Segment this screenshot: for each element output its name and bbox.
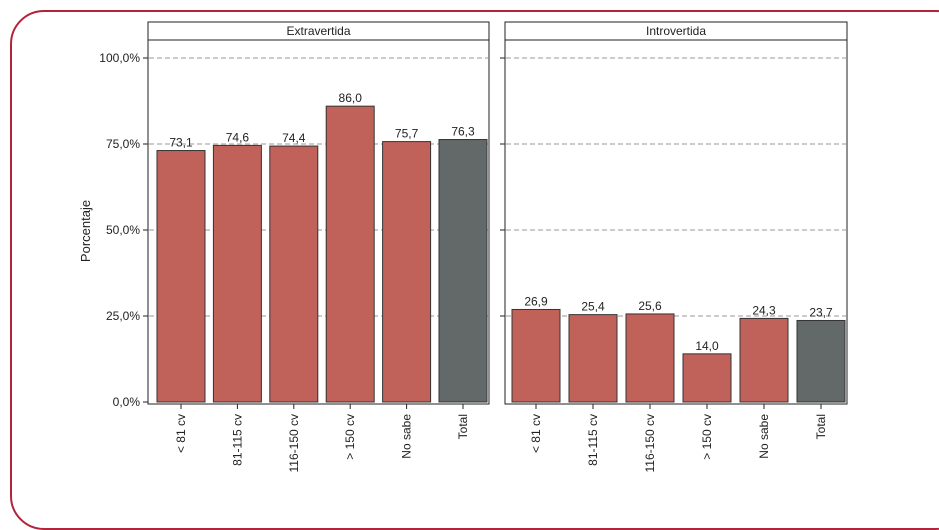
bar-value-label: 25,4	[581, 300, 605, 314]
bar	[382, 141, 432, 403]
bar	[212, 144, 262, 403]
category-label: 116-150 cv	[643, 414, 657, 472]
panel-plot-area	[147, 39, 490, 405]
bar-value-label: 76,3	[451, 125, 475, 139]
category-label: No sabe	[400, 414, 414, 459]
category-label: 116-150 cv	[287, 414, 301, 472]
bar-value-label: 73,1	[169, 136, 193, 150]
chart: Porcentaje 0,0% 25,0% 50,0% 75,0% 100,0% Extr…	[78, 21, 848, 472]
y-tick-label: 25,0%	[106, 309, 140, 323]
bar	[682, 353, 732, 403]
bar-value-label: 14,0	[695, 339, 719, 353]
bar	[625, 313, 675, 403]
bar	[796, 319, 846, 403]
bar-value-label: 23,7	[809, 305, 833, 319]
category-label: > 150 cv	[343, 414, 357, 460]
bar-value-label: 74,6	[226, 130, 250, 144]
y-tick-label: 50,0%	[106, 223, 140, 237]
category-label: Total	[814, 414, 828, 439]
bar-value-label: 25,6	[638, 299, 662, 313]
bar	[156, 150, 206, 403]
category-label: Total	[456, 414, 470, 439]
bar-value-label: 26,9	[524, 294, 548, 308]
category-label: 81-115 cv	[586, 414, 600, 466]
bar	[269, 145, 319, 403]
bar-value-label: 75,7	[395, 127, 419, 141]
category-label: < 81 cv	[529, 414, 543, 453]
bar-value-label: 74,4	[282, 131, 306, 145]
bar	[325, 105, 375, 403]
bar	[438, 139, 488, 403]
y-tick-label: 0,0%	[113, 395, 141, 409]
bar-value-label: 24,3	[752, 303, 776, 317]
bar	[568, 314, 618, 403]
y-tick-label: 100,0%	[99, 51, 140, 65]
panel-plot-area	[504, 39, 848, 405]
panel-title: Introvertida	[646, 24, 706, 38]
y-axis-title: Porcentaje	[78, 200, 93, 262]
bar-value-label: 86,0	[339, 91, 363, 105]
y-tick-label: 75,0%	[106, 137, 140, 151]
category-label: < 81 cv	[174, 414, 188, 453]
bar	[511, 308, 561, 403]
category-label: No sabe	[757, 414, 771, 459]
panel-title: Extravertida	[286, 24, 350, 38]
bar	[739, 317, 789, 403]
category-label: 81-115 cv	[230, 414, 244, 466]
category-label: > 150 cv	[700, 414, 714, 460]
